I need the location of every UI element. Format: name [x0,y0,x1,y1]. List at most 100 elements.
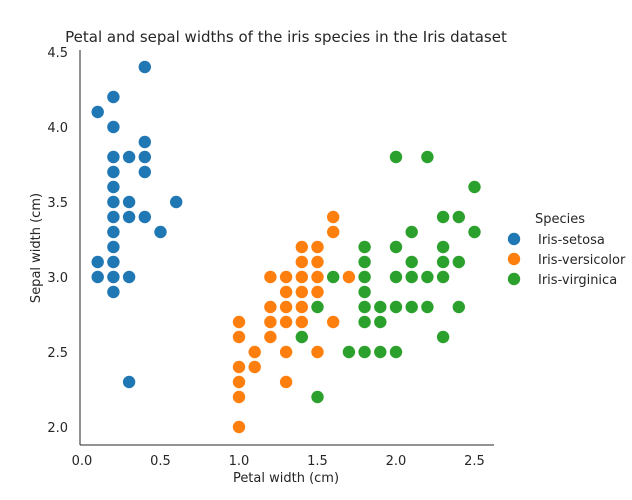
y-tick-label: 3.5 [47,196,68,211]
iris-versicolor-point [295,270,308,284]
iris-virginica-point [327,270,340,284]
chart-title: Petal and sepal widths of the iris speci… [65,28,507,46]
iris-virginica-point [358,285,371,299]
iris-virginica-point [389,345,403,359]
iris-virginica-point [436,210,450,224]
iris-virginica-point [436,330,450,344]
iris-setosa-point [91,105,104,119]
iris-versicolor-point [232,360,246,374]
legend-items: Iris-setosa Iris-versicolor Iris-virginica [507,232,626,288]
iris-versicolor-point [311,240,324,254]
legend-marker-iris-versicolor [507,252,521,266]
iris-virginica-point [389,240,403,254]
iris-virginica-point [421,300,434,314]
x-tick-label: 0.5 [150,454,171,469]
iris-versicolor-point [311,285,324,299]
iris-virginica-point [452,255,465,269]
iris-versicolor-point [295,255,308,269]
iris-setosa-point [107,210,120,224]
iris-versicolor-point [279,285,293,299]
iris-virginica-point [358,315,371,329]
iris-virginica-point [468,225,481,239]
iris-setosa-point [122,150,136,164]
x-axis-label: Petal width (cm) [233,471,339,486]
x-tick-label: 2.0 [386,454,407,469]
iris-versicolor-point [279,300,293,314]
iris-virginica-point [358,345,371,359]
y-tick-label: 4.5 [47,46,68,61]
y-tick-label: 2.0 [47,421,68,436]
iris-versicolor-point [264,330,277,344]
legend-title: Species [535,212,585,227]
iris-versicolor-point [295,285,308,299]
iris-versicolor-point [232,330,246,344]
iris-setosa-point [107,240,120,254]
iris-virginica-point [342,345,356,359]
iris-setosa-point [107,150,120,164]
iris-setosa-point [107,90,120,104]
iris-setosa-point [138,150,151,164]
iris-virginica-point [358,240,371,254]
iris-setosa-point [107,255,120,269]
iris-virginica-point [389,150,403,164]
iris-virginica-point [405,225,418,239]
legend-marker-iris-setosa [507,232,521,246]
iris-versicolor-point [342,270,356,284]
y-tick-label: 3.0 [47,271,68,286]
iris-versicolor-point [279,315,293,329]
iris-virginica-point [405,270,418,284]
iris-setosa-point [107,195,120,209]
iris-setosa-point [107,270,120,284]
iris-virginica-point [421,270,434,284]
iris-versicolor-point [232,375,246,389]
iris-virginica-point [468,180,481,194]
iris-setosa-point [170,195,183,209]
iris-versicolor-point [248,345,261,359]
iris-virginica-point [311,390,324,404]
iris-versicolor-point [295,240,308,254]
iris-setosa-point [91,255,104,269]
iris-versicolor-point [327,315,340,329]
iris-versicolor-point [232,315,246,329]
legend: Species Iris-setosa Iris-versicolor Iris-v… [507,212,626,288]
legend-label-iris-virginica: Iris-virginica [538,273,617,288]
iris-setosa-point [122,375,136,389]
iris-virginica-point [358,255,371,269]
y-tick-labels: 2.0 2.5 3.0 3.5 4.0 4.5 [47,46,68,436]
iris-versicolor-point [311,270,324,284]
iris-setosa-point [107,180,120,194]
iris-versicolor-point [232,420,246,434]
iris-versicolor-point [264,315,277,329]
iris-setosa-point [138,210,151,224]
x-tick-label: 0.0 [72,454,93,469]
iris-setosa-point [138,135,151,149]
iris-virginica-point [311,300,324,314]
legend-marker-iris-virginica [507,272,521,286]
x-tick-labels: 0.0 0.5 1.0 1.5 2.0 2.5 [72,454,485,469]
iris-setosa-point [138,60,151,74]
y-tick-label: 2.5 [47,346,68,361]
legend-label-iris-setosa: Iris-setosa [538,233,605,248]
iris-virginica-point [405,300,418,314]
iris-virginica-point [374,345,387,359]
iris-versicolor-point [232,390,246,404]
iris-virginica-point [295,330,308,344]
iris-versicolor-point [295,315,308,329]
iris-versicolor-point [295,300,308,314]
iris-setosa-point [122,210,136,224]
points-layer [91,60,481,434]
iris-versicolor-point [279,270,293,284]
x-tick-label: 1.0 [229,454,250,469]
iris-virginica-point [405,255,418,269]
iris-setosa-point [138,165,151,179]
iris-versicolor-point [264,300,277,314]
iris-setosa-point [107,120,120,134]
iris-virginica-point [389,300,403,314]
iris-setosa-point [122,195,136,209]
iris-virginica-point [389,270,403,284]
iris-virginica-point [374,315,387,329]
iris-setosa-point [91,270,104,284]
iris-versicolor-point [264,270,277,284]
iris-virginica-point [358,300,371,314]
iris-virginica-point [374,300,387,314]
